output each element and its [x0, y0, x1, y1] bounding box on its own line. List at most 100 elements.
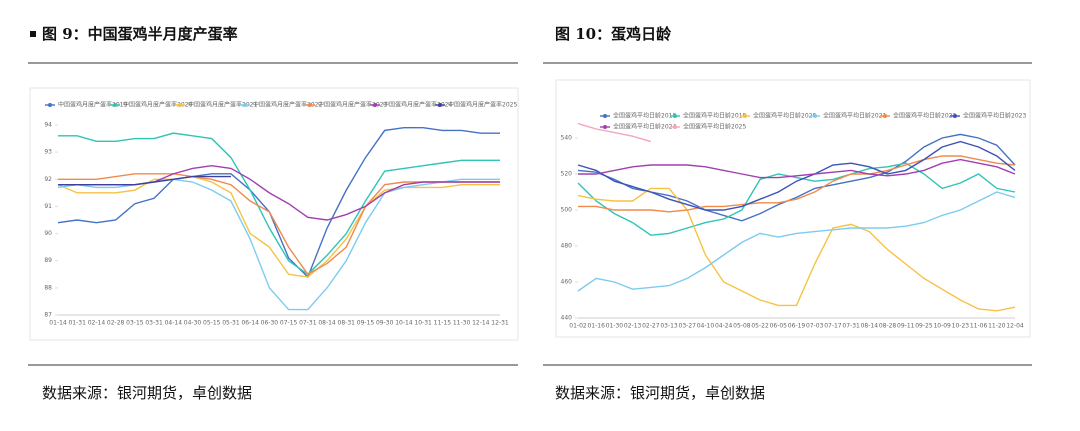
series-line: [577, 187, 1016, 312]
x-tick-label: 11-15: [434, 320, 452, 327]
x-tick-label: 02-13: [624, 323, 642, 330]
series-line: [57, 127, 500, 279]
x-tick-label: 09-15: [357, 320, 375, 327]
x-tick-label: 01-30: [606, 323, 624, 330]
y-tick-label: 540: [561, 135, 573, 142]
x-tick-label: 06-30: [261, 320, 279, 327]
right-title: 图 10：蛋鸡日龄: [555, 25, 672, 43]
legend-label: 全国蛋鸡平均日龄2023: [963, 112, 1026, 120]
y-tick-label: 480: [561, 243, 573, 250]
x-tick-label: 07-17: [824, 323, 842, 330]
x-tick-label: 12-31: [491, 320, 509, 327]
left-title: 图 9：中国蛋鸡半月度产蛋率: [42, 25, 238, 43]
y-tick-label: 91: [44, 203, 52, 210]
x-tick-label: 09-11: [897, 323, 915, 330]
left-source: 数据来源：银河期货，卓创数据: [42, 384, 252, 402]
x-tick-label: 02-27: [642, 323, 660, 330]
x-tick-label: 01-31: [68, 320, 86, 327]
legend-marker: [673, 114, 677, 118]
x-tick-label: 01-14: [49, 320, 67, 327]
x-tick-label: 03-31: [145, 320, 163, 327]
x-tick-label: 01-16: [587, 323, 605, 330]
x-tick-label: 06-14: [241, 320, 259, 327]
x-tick-label: 05-08: [733, 323, 751, 330]
x-tick-label: 10-14: [395, 320, 413, 327]
legend-marker: [373, 103, 377, 107]
series-line: [578, 155, 1016, 213]
legend-marker: [743, 114, 747, 118]
x-tick-label: 04-10: [697, 323, 715, 330]
legend-label: 中国蛋鸡月度产蛋率2025: [448, 101, 517, 109]
x-tick-label: 01-02: [569, 323, 587, 330]
x-tick-label: 12-04: [1006, 323, 1024, 330]
x-tick-label: 10-31: [414, 320, 432, 327]
series-line: [577, 140, 1016, 211]
y-tick-label: 520: [561, 171, 573, 178]
x-tick-label: 11-30: [453, 320, 471, 327]
legend-marker: [308, 103, 312, 107]
legend-label: 中国蛋鸡月度产蛋率2021: [188, 101, 257, 109]
legend-marker: [953, 114, 957, 118]
x-tick-label: 03-27: [679, 323, 697, 330]
y-tick-label: 440: [561, 315, 573, 322]
series-line: [58, 175, 231, 186]
y-tick-label: 92: [44, 176, 52, 183]
legend-label: 中国蛋鸡月度产蛋率2024: [383, 101, 452, 109]
x-tick-label: 07-15: [280, 320, 298, 327]
legend-marker: [883, 114, 887, 118]
legend-marker: [603, 114, 607, 118]
x-tick-label: 08-31: [338, 320, 356, 327]
legend-marker: [673, 125, 677, 129]
x-tick-label: 04-14: [165, 320, 183, 327]
x-tick-label: 07-31: [842, 323, 860, 330]
x-tick-label: 08-14: [318, 320, 336, 327]
x-tick-label: 04-24: [715, 323, 733, 330]
x-tick-label: 09-30: [376, 320, 394, 327]
y-tick-label: 87: [44, 312, 52, 319]
x-tick-label: 07-03: [806, 323, 824, 330]
legend-marker: [178, 103, 182, 107]
series-line: [578, 158, 1016, 179]
legend-marker: [113, 103, 117, 107]
x-tick-label: 03-13: [660, 323, 678, 330]
legend-label: 全国蛋鸡平均日龄2021: [823, 112, 886, 120]
series-line: [577, 191, 1016, 292]
y-tick-label: 89: [44, 257, 52, 264]
x-tick-label: 08-28: [879, 323, 897, 330]
x-tick-label: 11-20: [988, 323, 1006, 330]
legend-marker: [813, 114, 817, 118]
series-line: [58, 132, 500, 276]
x-tick-label: 06-05: [770, 323, 788, 330]
y-tick-label: 88: [44, 284, 52, 291]
series-line: [57, 175, 500, 278]
legend-marker: [438, 103, 442, 107]
legend-label: 中国蛋鸡月度产蛋率2023: [318, 101, 387, 109]
legend-label: 中国蛋鸡月度产蛋率2019: [58, 101, 127, 109]
x-tick-label: 05-15: [203, 320, 221, 327]
y-tick-label: 460: [561, 279, 573, 286]
x-tick-label: 07-31: [299, 320, 317, 327]
x-tick-label: 12-14: [472, 320, 490, 327]
x-tick-label: 09-25: [915, 323, 933, 330]
y-tick-label: 90: [44, 230, 52, 237]
legend-label: 全国蛋鸡平均日龄2025: [683, 123, 746, 131]
legend-label: 中国蛋鸡月度产蛋率2022: [253, 101, 322, 109]
x-tick-label: 10-23: [952, 323, 970, 330]
legend-label: 全国蛋鸡平均日龄2024: [613, 123, 676, 131]
y-tick-label: 500: [561, 207, 573, 214]
legend-marker: [603, 125, 607, 129]
legend-label: 全国蛋鸡平均日龄2019: [683, 112, 746, 120]
series-line: [577, 162, 1016, 236]
x-tick-label: 02-14: [88, 320, 106, 327]
x-tick-label: 10-09: [933, 323, 951, 330]
bullet: [30, 31, 36, 37]
legend-label: 全国蛋鸡平均日龄2018: [613, 112, 676, 120]
y-tick-label: 94: [44, 122, 52, 129]
legend-label: 中国蛋鸡月度产蛋率2020: [123, 101, 192, 109]
x-tick-label: 02-28: [107, 320, 125, 327]
x-tick-label: 11-06: [970, 323, 988, 330]
series-line: [577, 122, 652, 143]
legend-label: 全国蛋鸡平均日龄2020: [753, 112, 816, 120]
